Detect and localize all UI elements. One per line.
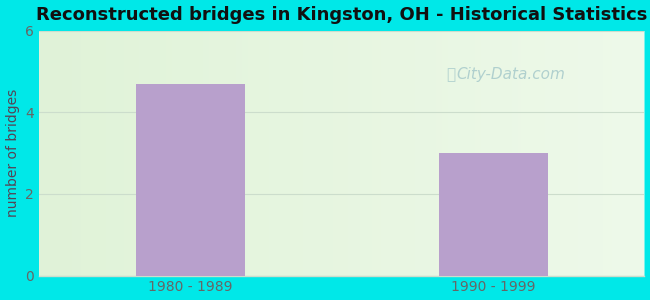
Y-axis label: number of bridges: number of bridges bbox=[6, 89, 20, 217]
Title: Reconstructed bridges in Kingston, OH - Historical Statistics: Reconstructed bridges in Kingston, OH - … bbox=[36, 6, 647, 24]
Text: City-Data.com: City-Data.com bbox=[457, 67, 566, 82]
Bar bbox=[136, 84, 245, 276]
Text: ⦿: ⦿ bbox=[446, 67, 455, 82]
Bar bbox=[439, 153, 547, 276]
Bar bbox=[439, 153, 547, 276]
Bar bbox=[136, 84, 245, 276]
